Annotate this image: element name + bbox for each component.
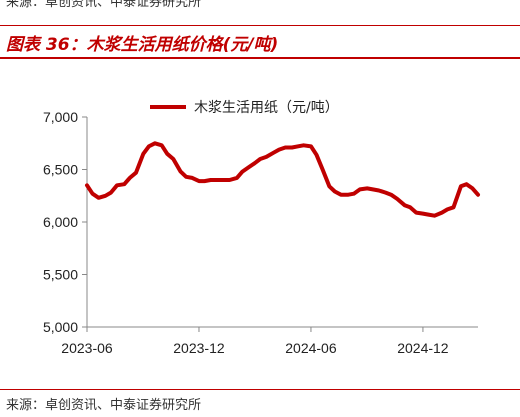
legend-label: 木浆生活用纸（元/吨） bbox=[194, 100, 339, 116]
y-tick-label: 5,000 bbox=[43, 319, 78, 335]
title-divider bbox=[0, 57, 520, 59]
y-tick-label: 6,500 bbox=[43, 162, 78, 178]
top-divider bbox=[0, 25, 520, 26]
x-axis: 2023-06 2023-12 2024-06 2024-12 bbox=[61, 326, 478, 356]
y-tick-label: 6,000 bbox=[43, 214, 78, 230]
price-line-chart: 5,000 5,500 6,000 6,500 7,000 2023-06 2023-12… bbox=[43, 100, 480, 356]
bottom-source-text: 来源：卓创资讯、中泰证券研究所 bbox=[6, 398, 202, 413]
figure-title: 图表 36：木浆生活用纸价格(元/吨) bbox=[6, 35, 279, 55]
bottom-divider bbox=[0, 389, 520, 390]
top-source-text: 来源：卓创资讯、中泰证券研究所 bbox=[6, 0, 202, 10]
x-tick-label: 2023-06 bbox=[61, 340, 113, 356]
x-tick-label: 2024-12 bbox=[397, 340, 449, 356]
series-group bbox=[85, 141, 480, 218]
y-axis: 5,000 5,500 6,000 6,500 7,000 bbox=[43, 109, 88, 335]
y-tick-label: 5,500 bbox=[43, 267, 78, 283]
legend: 木浆生活用纸（元/吨） bbox=[150, 100, 339, 116]
y-tick-label: 7,000 bbox=[43, 109, 78, 125]
series-line-pulp-tissue-price bbox=[85, 141, 480, 218]
x-tick-label: 2023-12 bbox=[173, 340, 225, 356]
x-tick-label: 2024-06 bbox=[285, 340, 337, 356]
